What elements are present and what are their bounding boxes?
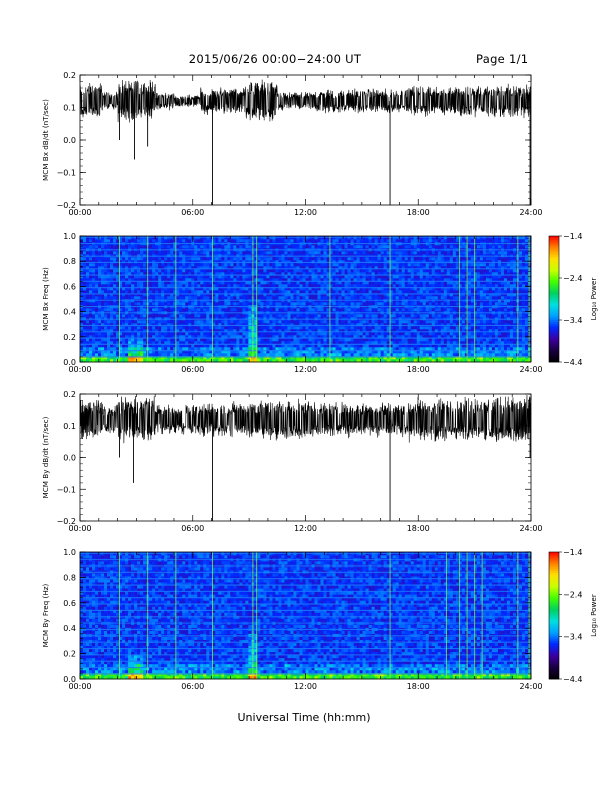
y-tick-label: 0.0 xyxy=(63,454,76,463)
panel-2-colorbar: −1.4 −2.4 −3.4 −4.4 Log₁₀ Power xyxy=(548,232,598,367)
x-tick-label: 00:00 xyxy=(68,524,91,533)
x-tick-label: 12:00 xyxy=(294,208,317,217)
panel-1-trace-group xyxy=(80,79,531,205)
y-tick-label: 0.2 xyxy=(63,390,76,399)
x-tick-label: 24:00 xyxy=(519,682,542,691)
colorbar-label: Log₁₀ Power xyxy=(589,278,598,321)
page-title: 2015/06/26 00:00−24:00 UT xyxy=(188,52,362,66)
y-tick-label: 1.0 xyxy=(63,548,76,557)
y-tick-label: 0.2 xyxy=(63,333,76,342)
y-tick-label: 0.0 xyxy=(63,675,76,684)
x-tick-label: 18:00 xyxy=(407,524,430,533)
y-axis-label: MCM By Freq (Hz) xyxy=(41,583,50,647)
x-tick-label: 18:00 xyxy=(407,208,430,217)
y-tick-label: 0.0 xyxy=(63,358,76,367)
x-tick-label: 00:00 xyxy=(68,365,91,374)
panel-2-axes: 00:00 06:00 12:00 18:00 24:00 1.0 0.8 0.6 0.4 0.2… xyxy=(41,232,543,374)
y-axis-label: MCM Bx dB/dt (nT/sec) xyxy=(41,99,50,181)
x-tick-label: 24:00 xyxy=(519,365,542,374)
colorbar-tick-label: −1.4 xyxy=(563,232,582,241)
colorbar-label: Log₁₀ Power xyxy=(589,594,598,637)
y-tick-label: 0.6 xyxy=(63,282,76,291)
x-tick-label: 00:00 xyxy=(68,208,91,217)
y-tick-label: 0.1 xyxy=(63,422,76,431)
panel-2-spectrogram xyxy=(80,236,532,363)
x-tick-label: 24:00 xyxy=(519,524,542,533)
colorbar-tick-label: −4.4 xyxy=(563,358,582,367)
y-tick-label: 0.2 xyxy=(63,71,76,80)
y-tick-label: 0.4 xyxy=(63,624,76,633)
panel-4-spectrogram xyxy=(80,552,532,680)
x-tick-label: 18:00 xyxy=(407,682,430,691)
y-tick-label: −0.1 xyxy=(57,485,76,494)
panel-4-colorbar: −1.4 −2.4 −3.4 −4.4 Log₁₀ Power xyxy=(548,548,598,684)
x-tick-label: 18:00 xyxy=(407,365,430,374)
x-tick-label: 12:00 xyxy=(294,682,317,691)
colorbar-tick-label: −3.4 xyxy=(563,633,582,642)
page-number: Page 1/1 xyxy=(476,52,529,66)
y-tick-label: 0.6 xyxy=(63,599,76,608)
x-tick-label: 12:00 xyxy=(294,365,317,374)
y-tick-label: 0.1 xyxy=(63,104,76,113)
y-tick-label: 0.8 xyxy=(63,573,76,582)
colorbar-tick-label: −2.4 xyxy=(563,274,582,283)
colorbar-tick-label: −2.4 xyxy=(563,590,582,599)
panel-1-axes: 00:00 06:00 12:00 18:00 24:00 0.2 0.1 0.0 −0.1 −0… xyxy=(41,71,543,217)
y-tick-label: −0.1 xyxy=(57,169,76,178)
panel-3-axes: 00:00 06:00 12:00 18:00 24:00 0.2 0.1 0.0 −0.1 −0… xyxy=(41,390,543,533)
y-tick-label: 0.8 xyxy=(63,257,76,266)
x-tick-label: 00:00 xyxy=(68,682,91,691)
y-tick-label: −0.2 xyxy=(57,517,76,526)
x-tick-label: 06:00 xyxy=(181,524,204,533)
panel-4-axes: 00:00 06:00 12:00 18:00 24:00 1.0 0.8 0.6 0.4 0.2… xyxy=(41,548,543,691)
panel-3-trace-group xyxy=(80,395,531,521)
x-tick-label: 24:00 xyxy=(519,208,542,217)
x-axis-title: Universal Time (hh:mm) xyxy=(237,711,371,724)
trace-line xyxy=(80,395,531,444)
colorbar-tick-label: −3.4 xyxy=(563,316,582,325)
x-tick-label: 12:00 xyxy=(294,524,317,533)
y-tick-label: 0.0 xyxy=(63,136,76,145)
y-axis-label: MCM By dB/dt (nT/sec) xyxy=(41,416,50,498)
y-tick-label: 1.0 xyxy=(63,232,76,241)
y-tick-label: −0.2 xyxy=(57,201,76,210)
y-axis-label: MCM Bx Freq (Hz) xyxy=(41,267,50,331)
x-tick-label: 06:00 xyxy=(181,365,204,374)
colorbar-tick-label: −1.4 xyxy=(563,548,582,557)
y-tick-label: 0.2 xyxy=(63,650,76,659)
y-tick-label: 0.4 xyxy=(63,308,76,317)
colorbar-tick-label: −4.4 xyxy=(563,675,582,684)
trace-line xyxy=(80,79,531,123)
x-tick-label: 06:00 xyxy=(181,208,204,217)
x-tick-label: 06:00 xyxy=(181,682,204,691)
